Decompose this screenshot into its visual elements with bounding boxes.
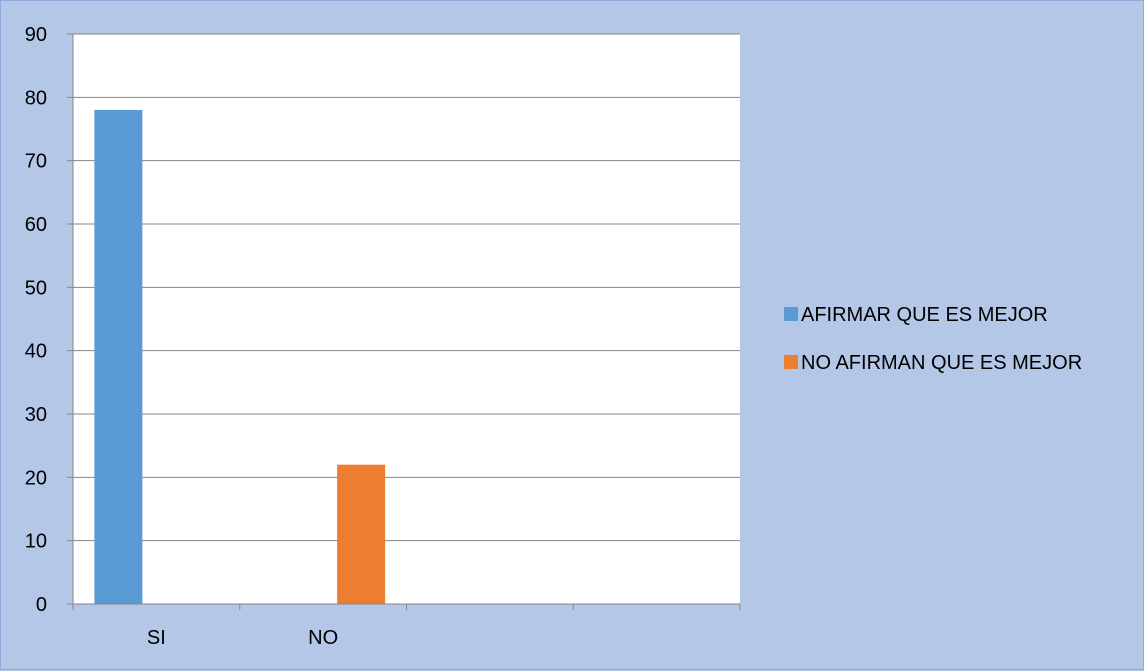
y-tick-label: 10 bbox=[25, 531, 47, 553]
axes bbox=[67, 33, 741, 610]
x-tick-label: SI bbox=[147, 627, 166, 649]
legend-swatch bbox=[784, 355, 798, 369]
y-tick-label: 40 bbox=[25, 341, 47, 363]
bar bbox=[94, 110, 143, 604]
bars bbox=[94, 110, 386, 604]
bar bbox=[337, 464, 386, 604]
y-tick-label: 60 bbox=[25, 214, 47, 236]
x-tick-label: NO bbox=[308, 627, 338, 649]
legend-swatch bbox=[784, 307, 798, 321]
y-tick-label: 80 bbox=[25, 87, 47, 109]
gridlines bbox=[73, 33, 740, 542]
plot-area bbox=[73, 34, 740, 604]
y-tick-label: 0 bbox=[36, 594, 47, 616]
legend-label: AFIRMAR QUE ES MEJOR bbox=[801, 304, 1048, 326]
y-tick-label: 70 bbox=[25, 151, 47, 173]
y-tick-label: 30 bbox=[25, 404, 47, 426]
y-tick-label: 50 bbox=[25, 277, 47, 299]
legend-label: NO AFIRMAN QUE ES MEJOR bbox=[801, 352, 1082, 374]
y-tick-label: 20 bbox=[25, 467, 47, 489]
x-tick-labels: SI NO bbox=[147, 627, 338, 649]
y-tick-labels: 0 10 20 30 40 50 60 70 80 90 bbox=[25, 24, 47, 616]
legend: AFIRMAR QUE ES MEJOR NO AFIRMAN QUE ES ME… bbox=[784, 304, 1082, 374]
y-tick-label: 90 bbox=[25, 24, 47, 46]
